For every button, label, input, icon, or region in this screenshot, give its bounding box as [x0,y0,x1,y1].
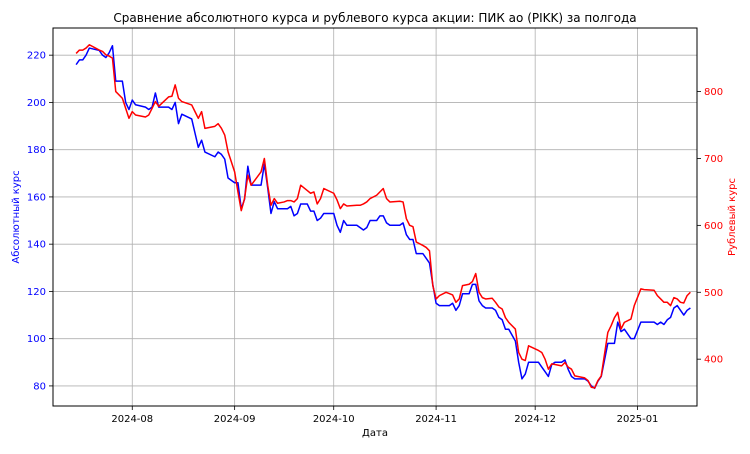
y-left-tick-label: 180 [27,145,46,156]
x-axis-label: Дата [362,428,388,439]
y-right-tick-label: 400 [704,355,723,366]
y-right-tick-label: 800 [704,87,723,98]
y-left-tick-label: 220 [27,51,46,62]
y-axis-left-label: Абсолютный курс [11,170,22,263]
x-tick-label: 2025-01 [617,414,659,425]
x-tick-label: 2024-09 [214,414,256,425]
y-right-tick-label: 600 [704,221,723,232]
y-left-tick-label: 80 [33,381,46,392]
y-right-tick-label: 700 [704,154,723,165]
grid [53,28,697,406]
plot-frame [52,27,698,407]
y-left-tick-label: 100 [27,334,46,345]
ruble-price-line [75,43,691,389]
y-right-tick-label: 500 [704,288,723,299]
x-tick-label: 2024-08 [111,414,153,425]
chart-title: Сравнение абсолютного курса и рублевого … [113,11,636,25]
series-layer [75,43,691,390]
y-axis-right-label: Рублевый курс [727,178,738,256]
y-left-tick-label: 120 [27,287,46,298]
x-tick-label: 2024-12 [514,414,556,425]
absolute-price-line [75,44,691,390]
y-left-tick-label: 140 [27,240,46,251]
x-tick-label: 2024-10 [313,414,355,425]
y-left-tick-label: 160 [27,192,46,203]
y-left-tick-label: 200 [27,98,46,109]
axes: 2024-08 2024-09 2024-10 2024-11 2024-12 2025-… [27,51,723,425]
x-tick-label: 2024-11 [415,414,457,425]
